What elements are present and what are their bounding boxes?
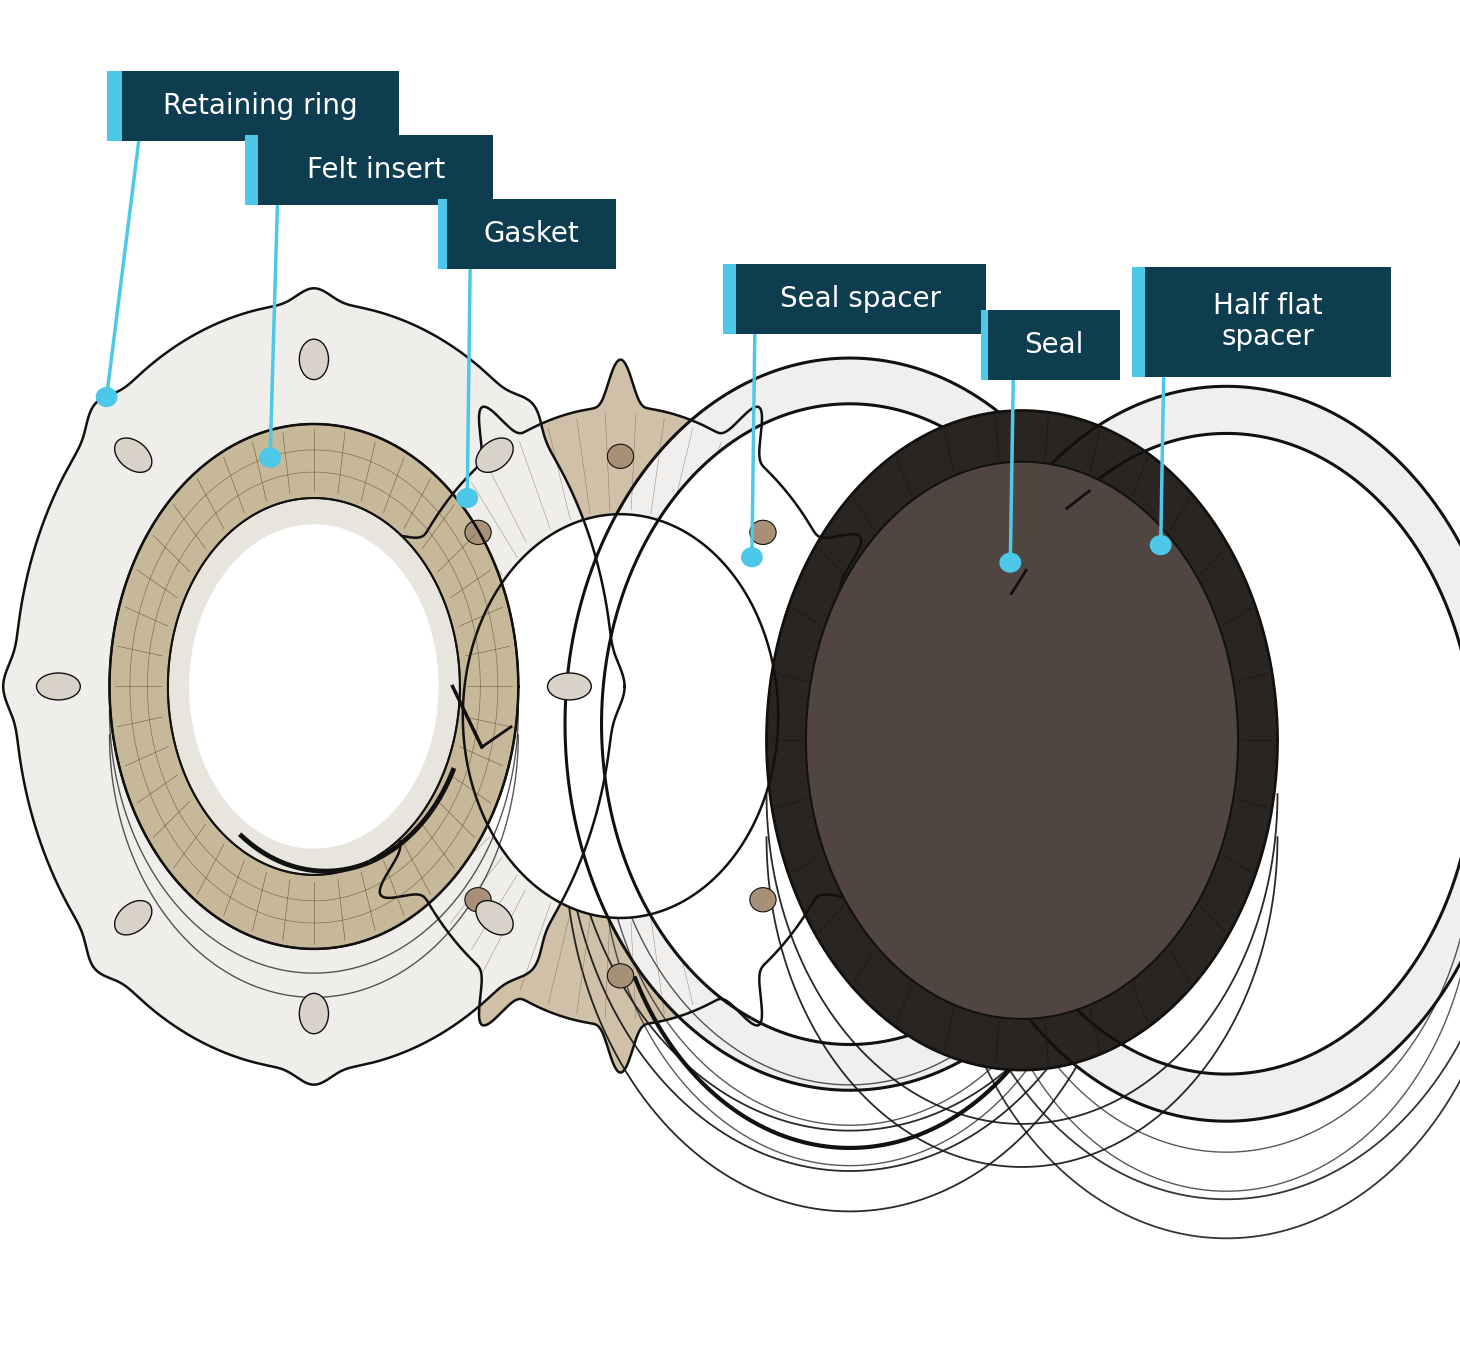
Polygon shape [110, 424, 518, 949]
FancyBboxPatch shape [1145, 267, 1391, 377]
FancyBboxPatch shape [988, 310, 1120, 380]
Text: Seal: Seal [1025, 331, 1083, 358]
FancyBboxPatch shape [245, 135, 258, 205]
FancyBboxPatch shape [438, 199, 447, 269]
Polygon shape [602, 404, 1098, 1044]
FancyBboxPatch shape [736, 264, 986, 334]
Ellipse shape [299, 339, 328, 380]
FancyBboxPatch shape [258, 135, 493, 205]
Polygon shape [343, 359, 898, 1073]
Circle shape [607, 444, 634, 468]
Ellipse shape [115, 900, 152, 935]
Text: Gasket: Gasket [483, 221, 580, 248]
FancyBboxPatch shape [447, 199, 616, 269]
FancyBboxPatch shape [121, 71, 399, 141]
Circle shape [742, 548, 762, 567]
Polygon shape [168, 498, 460, 875]
Text: Seal spacer: Seal spacer [781, 285, 942, 312]
Circle shape [464, 887, 491, 911]
Ellipse shape [476, 437, 512, 472]
Text: Half flat
spacer: Half flat spacer [1213, 292, 1323, 351]
Circle shape [607, 964, 634, 988]
Circle shape [457, 489, 477, 507]
Ellipse shape [548, 673, 591, 700]
Circle shape [1150, 536, 1171, 555]
Circle shape [406, 704, 432, 728]
Polygon shape [110, 424, 518, 949]
Circle shape [750, 521, 777, 545]
Polygon shape [766, 411, 1278, 1070]
Text: Felt insert: Felt insert [307, 156, 445, 183]
Text: Retaining ring: Retaining ring [164, 93, 358, 120]
Ellipse shape [299, 993, 328, 1034]
Polygon shape [3, 288, 625, 1085]
Ellipse shape [36, 673, 80, 700]
FancyBboxPatch shape [1132, 267, 1145, 377]
Circle shape [809, 704, 835, 728]
FancyBboxPatch shape [981, 310, 988, 380]
Polygon shape [463, 514, 778, 918]
Ellipse shape [476, 900, 512, 935]
Ellipse shape [115, 437, 152, 472]
FancyBboxPatch shape [723, 264, 736, 334]
FancyBboxPatch shape [107, 71, 121, 141]
Circle shape [1000, 553, 1021, 572]
Circle shape [464, 521, 491, 545]
Circle shape [750, 887, 777, 911]
Polygon shape [806, 462, 1238, 1019]
Circle shape [260, 448, 280, 467]
Polygon shape [565, 358, 1134, 1090]
Polygon shape [190, 525, 438, 848]
Polygon shape [942, 386, 1460, 1121]
Circle shape [96, 388, 117, 406]
Polygon shape [168, 498, 460, 875]
